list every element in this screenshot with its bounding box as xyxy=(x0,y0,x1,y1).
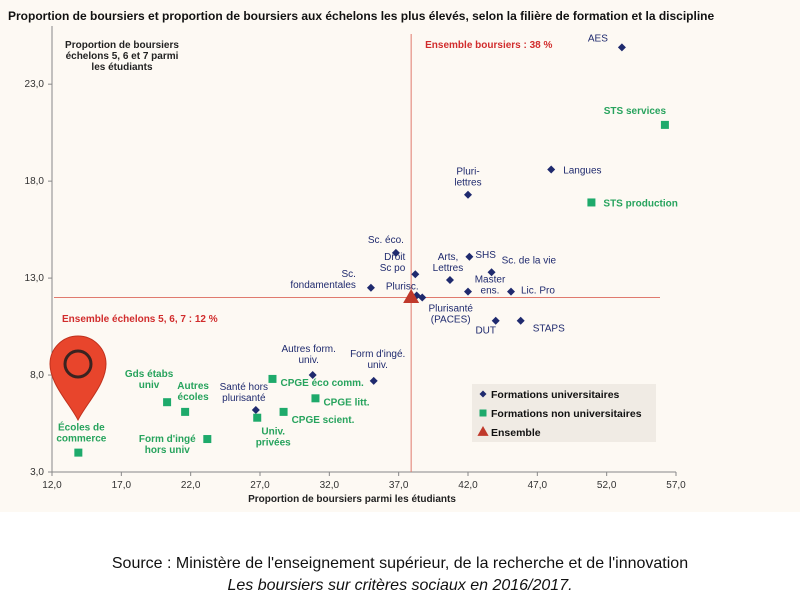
x-tick-label: 42,0 xyxy=(458,480,478,491)
data-label: STS services xyxy=(604,106,667,117)
data-point-square xyxy=(587,198,596,207)
legend-label: Formations non universitaires xyxy=(491,408,642,420)
data-point-diamond xyxy=(391,248,400,257)
data-label: Form d'ingé. univ. xyxy=(350,349,405,371)
x-axis-label: Proportion de boursiers parmi les étudia… xyxy=(248,494,456,505)
location-pin-ring xyxy=(63,349,93,379)
y-tick-label: 3,0 xyxy=(30,467,44,478)
data-label: Sc. de la vie xyxy=(502,255,557,266)
data-label: Gds étabs univ xyxy=(125,369,174,391)
scatter-chart: Proportion de boursiers et proportion de… xyxy=(8,9,715,505)
data-label: Form d'ingé hors univ xyxy=(139,434,196,456)
data-label: Plurisanté (PACES) xyxy=(428,304,473,326)
data-label: Pluri-lettres xyxy=(454,167,481,189)
legend-marker-diamond xyxy=(479,390,487,398)
x-tick-label: 12,0 xyxy=(42,480,62,491)
data-point-diamond xyxy=(369,376,378,385)
data-label: CPGE litt. xyxy=(323,397,369,408)
legend-marker-square xyxy=(479,409,487,417)
x-tick-label: 27,0 xyxy=(250,480,270,491)
data-point-diamond xyxy=(464,287,472,296)
data-point-diamond xyxy=(251,405,260,414)
x-tick-label: 22,0 xyxy=(181,480,201,491)
data-label: Master ens. xyxy=(475,275,506,297)
data-point-diamond xyxy=(464,190,472,199)
chart-panel: Proportion de boursiers et proportion de… xyxy=(0,0,800,512)
data-point-diamond xyxy=(487,268,496,277)
data-point-square xyxy=(181,407,190,416)
data-label: Univ. privées xyxy=(256,427,291,449)
data-point-diamond xyxy=(547,165,556,174)
data-point-diamond xyxy=(308,371,317,380)
data-point-diamond xyxy=(506,287,515,296)
legend-label: Formations universitaires xyxy=(491,389,620,401)
x-tick-label: 32,0 xyxy=(320,480,340,491)
data-label: CPGE scient. xyxy=(292,415,355,426)
data-label: DUT xyxy=(475,326,496,337)
data-label: Santé hors plurisanté xyxy=(220,382,268,404)
data-point-square xyxy=(660,120,669,129)
data-point-square xyxy=(268,374,277,383)
y-tick-label: 8,0 xyxy=(30,370,44,381)
data-label: SHS xyxy=(475,250,496,261)
data-label: STAPS xyxy=(533,324,565,335)
data-point-diamond xyxy=(411,270,420,279)
data-label: STS production xyxy=(603,198,677,209)
x-tick-label: 47,0 xyxy=(528,480,548,491)
data-point-diamond xyxy=(465,252,474,261)
source-citation: Source : Ministère de l'enseignement sup… xyxy=(111,555,689,572)
reference-label-horizontal: Ensemble échelons 5, 6, 7 : 12 % xyxy=(62,314,218,325)
data-label: Écoles de commerce xyxy=(56,421,106,445)
data-label: Autres écoles xyxy=(177,381,209,403)
data-label: Sc. éco. xyxy=(368,235,404,246)
data-label: Plurisc. xyxy=(386,281,419,292)
chart-title: Proportion de boursiers et proportion de… xyxy=(8,9,715,23)
data-point-square xyxy=(311,394,320,403)
x-tick-label: 57,0 xyxy=(666,480,686,491)
data-point-square xyxy=(163,398,172,407)
y-axis-label: Proportion de boursiers échelons 5, 6 et … xyxy=(65,40,179,73)
data-point-diamond xyxy=(491,316,500,325)
legend-marker-triangle xyxy=(477,426,489,436)
data-label: Droit Sc po xyxy=(380,252,406,274)
reference-label-vertical: Ensemble boursiers : 38 % xyxy=(425,40,552,51)
x-tick-label: 17,0 xyxy=(112,480,132,491)
data-point-square xyxy=(279,407,288,416)
y-tick-label: 13,0 xyxy=(25,273,45,284)
x-tick-label: 52,0 xyxy=(597,480,617,491)
data-point-square xyxy=(74,448,83,457)
data-point-triangle xyxy=(403,288,420,303)
data-point-square xyxy=(253,413,262,422)
data-point-diamond xyxy=(617,43,626,52)
data-label: AES xyxy=(588,33,608,44)
data-label: CPGE éco comm. xyxy=(280,378,364,389)
data-point-diamond xyxy=(516,316,525,325)
y-tick-label: 18,0 xyxy=(25,176,45,187)
data-point-diamond xyxy=(445,276,454,285)
data-point-square xyxy=(203,435,212,444)
data-label: Lic. Pro xyxy=(521,286,555,297)
data-label: Langues xyxy=(563,165,601,176)
y-tick-label: 23,0 xyxy=(25,79,45,90)
legend-box xyxy=(472,384,656,442)
data-point-diamond xyxy=(366,283,375,292)
data-label: Autres form. univ. xyxy=(281,344,335,366)
data-label: Arts, Lettres xyxy=(433,252,464,274)
legend-label: Ensemble xyxy=(491,427,541,439)
x-tick-label: 37,0 xyxy=(389,480,409,491)
source-publication-title: Les boursiers sur critères sociaux en 20… xyxy=(227,577,573,594)
data-label: Sc. fondamentales xyxy=(290,269,356,291)
